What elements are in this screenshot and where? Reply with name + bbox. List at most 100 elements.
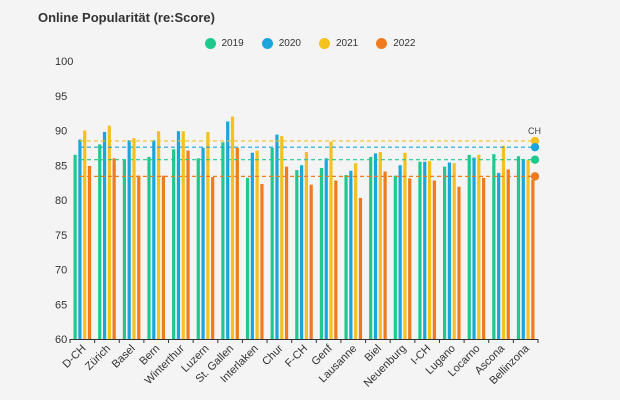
bar-2019 xyxy=(122,159,126,339)
bar-2019 xyxy=(245,177,250,339)
bar-2020 xyxy=(102,131,107,339)
bar-2019 xyxy=(442,166,447,339)
bar-2019 xyxy=(147,156,151,339)
bar-2022 xyxy=(383,171,387,339)
reference-marker-2019 xyxy=(530,155,540,164)
legend-item-2021[interactable]: 2021 xyxy=(319,38,358,49)
bar-2019 xyxy=(270,147,274,339)
y-tick-label: 100 xyxy=(55,56,73,68)
bar-2022 xyxy=(408,178,412,339)
bar-2021 xyxy=(526,159,530,339)
bar-2019 xyxy=(418,161,422,339)
bar-2022 xyxy=(260,184,264,339)
legend-label: 2021 xyxy=(336,38,359,49)
bar-2022 xyxy=(161,175,166,339)
bar-2019 xyxy=(73,154,77,339)
bar-2020 xyxy=(250,152,254,339)
bar-2019 xyxy=(393,175,397,339)
bar-2020 xyxy=(226,121,230,339)
reference-marker-2021 xyxy=(530,136,540,146)
bar-2020 xyxy=(201,147,205,339)
bar-2021 xyxy=(280,136,284,339)
bar-2020 xyxy=(497,172,501,339)
bar-2020 xyxy=(275,134,279,339)
reference-label: CH xyxy=(528,126,541,136)
x-tick-label: Basel xyxy=(110,343,138,371)
legend-marker xyxy=(376,38,388,49)
bar-2021 xyxy=(304,152,308,339)
bar-2021 xyxy=(403,152,407,339)
bar-2019 xyxy=(319,168,324,339)
bar-2019 xyxy=(221,142,225,339)
bar-2019 xyxy=(516,156,521,339)
legend-label: 2020 xyxy=(278,38,301,49)
legend: 2019 2020 2021 2022 xyxy=(0,38,620,49)
chart-title: Online Popularität (re:Score) xyxy=(38,10,215,25)
bar-2022 xyxy=(506,169,510,339)
bar-2022 xyxy=(457,186,461,339)
legend-item-2019[interactable]: 2019 xyxy=(204,38,244,49)
y-tick-label: 80 xyxy=(55,195,67,207)
y-tick-label: 90 xyxy=(55,126,67,138)
bar-2022 xyxy=(284,166,289,339)
bar-2019 xyxy=(492,154,496,339)
y-tick-label: 95 xyxy=(55,91,67,103)
y-tick-label: 60 xyxy=(55,334,67,346)
bar-2021 xyxy=(230,116,235,339)
bar-2022 xyxy=(309,184,313,339)
bar-2020 xyxy=(521,158,525,339)
bar-2021 xyxy=(329,141,333,339)
legend-item-2020[interactable]: 2020 xyxy=(261,38,301,49)
bar-2020 xyxy=(447,162,451,339)
legend-label: 2019 xyxy=(221,38,244,49)
y-tick-label: 70 xyxy=(55,265,67,277)
bar-2020 xyxy=(423,161,427,339)
bar-2022 xyxy=(334,180,338,339)
bar-2022 xyxy=(186,150,190,339)
bar-2021 xyxy=(477,154,481,339)
bar-2021 xyxy=(501,145,506,339)
bar-2019 xyxy=(369,156,373,339)
bar-2021 xyxy=(427,161,432,339)
bar-2022 xyxy=(87,165,92,339)
bar-2019 xyxy=(172,149,176,339)
bar-2022 xyxy=(137,175,141,339)
legend-marker xyxy=(261,38,273,49)
bar-2020 xyxy=(176,131,181,339)
bar-2022 xyxy=(235,147,239,339)
bar-2022 xyxy=(531,179,535,339)
x-tick-label: Chur xyxy=(260,342,286,368)
reference-marker-2022 xyxy=(530,172,540,181)
bar-2022 xyxy=(211,177,215,339)
bar-2022 xyxy=(358,197,363,339)
bar-2019 xyxy=(344,174,348,339)
bar-2020 xyxy=(152,140,156,339)
bar-2020 xyxy=(373,153,378,339)
bar-2021 xyxy=(107,125,111,339)
y-tick-label: 65 xyxy=(55,299,67,311)
legend-marker xyxy=(319,38,330,49)
bar-2019 xyxy=(98,144,102,339)
legend-label: 2022 xyxy=(393,38,416,49)
bar-2021 xyxy=(354,163,358,339)
bar-2021 xyxy=(157,131,161,339)
bar-2020 xyxy=(472,157,476,339)
bar-2021 xyxy=(83,130,87,339)
bar-2022 xyxy=(432,180,436,339)
bar-2020 xyxy=(78,139,82,339)
y-tick-label: 85 xyxy=(55,160,67,172)
bar-2019 xyxy=(196,158,200,339)
legend-item-2022[interactable]: 2022 xyxy=(376,38,416,49)
bar-2020 xyxy=(127,140,131,339)
bar-2021 xyxy=(378,152,382,339)
bar-2021 xyxy=(206,131,210,339)
bar-2021 xyxy=(452,163,456,339)
bar-2021 xyxy=(132,138,136,339)
bar-2020 xyxy=(349,170,353,339)
bar-2022 xyxy=(112,158,116,339)
bar-2021 xyxy=(181,131,185,339)
bar-2019 xyxy=(295,170,299,339)
bar-2022 xyxy=(482,177,486,339)
bar-2020 xyxy=(324,158,328,339)
legend-marker xyxy=(204,38,216,49)
